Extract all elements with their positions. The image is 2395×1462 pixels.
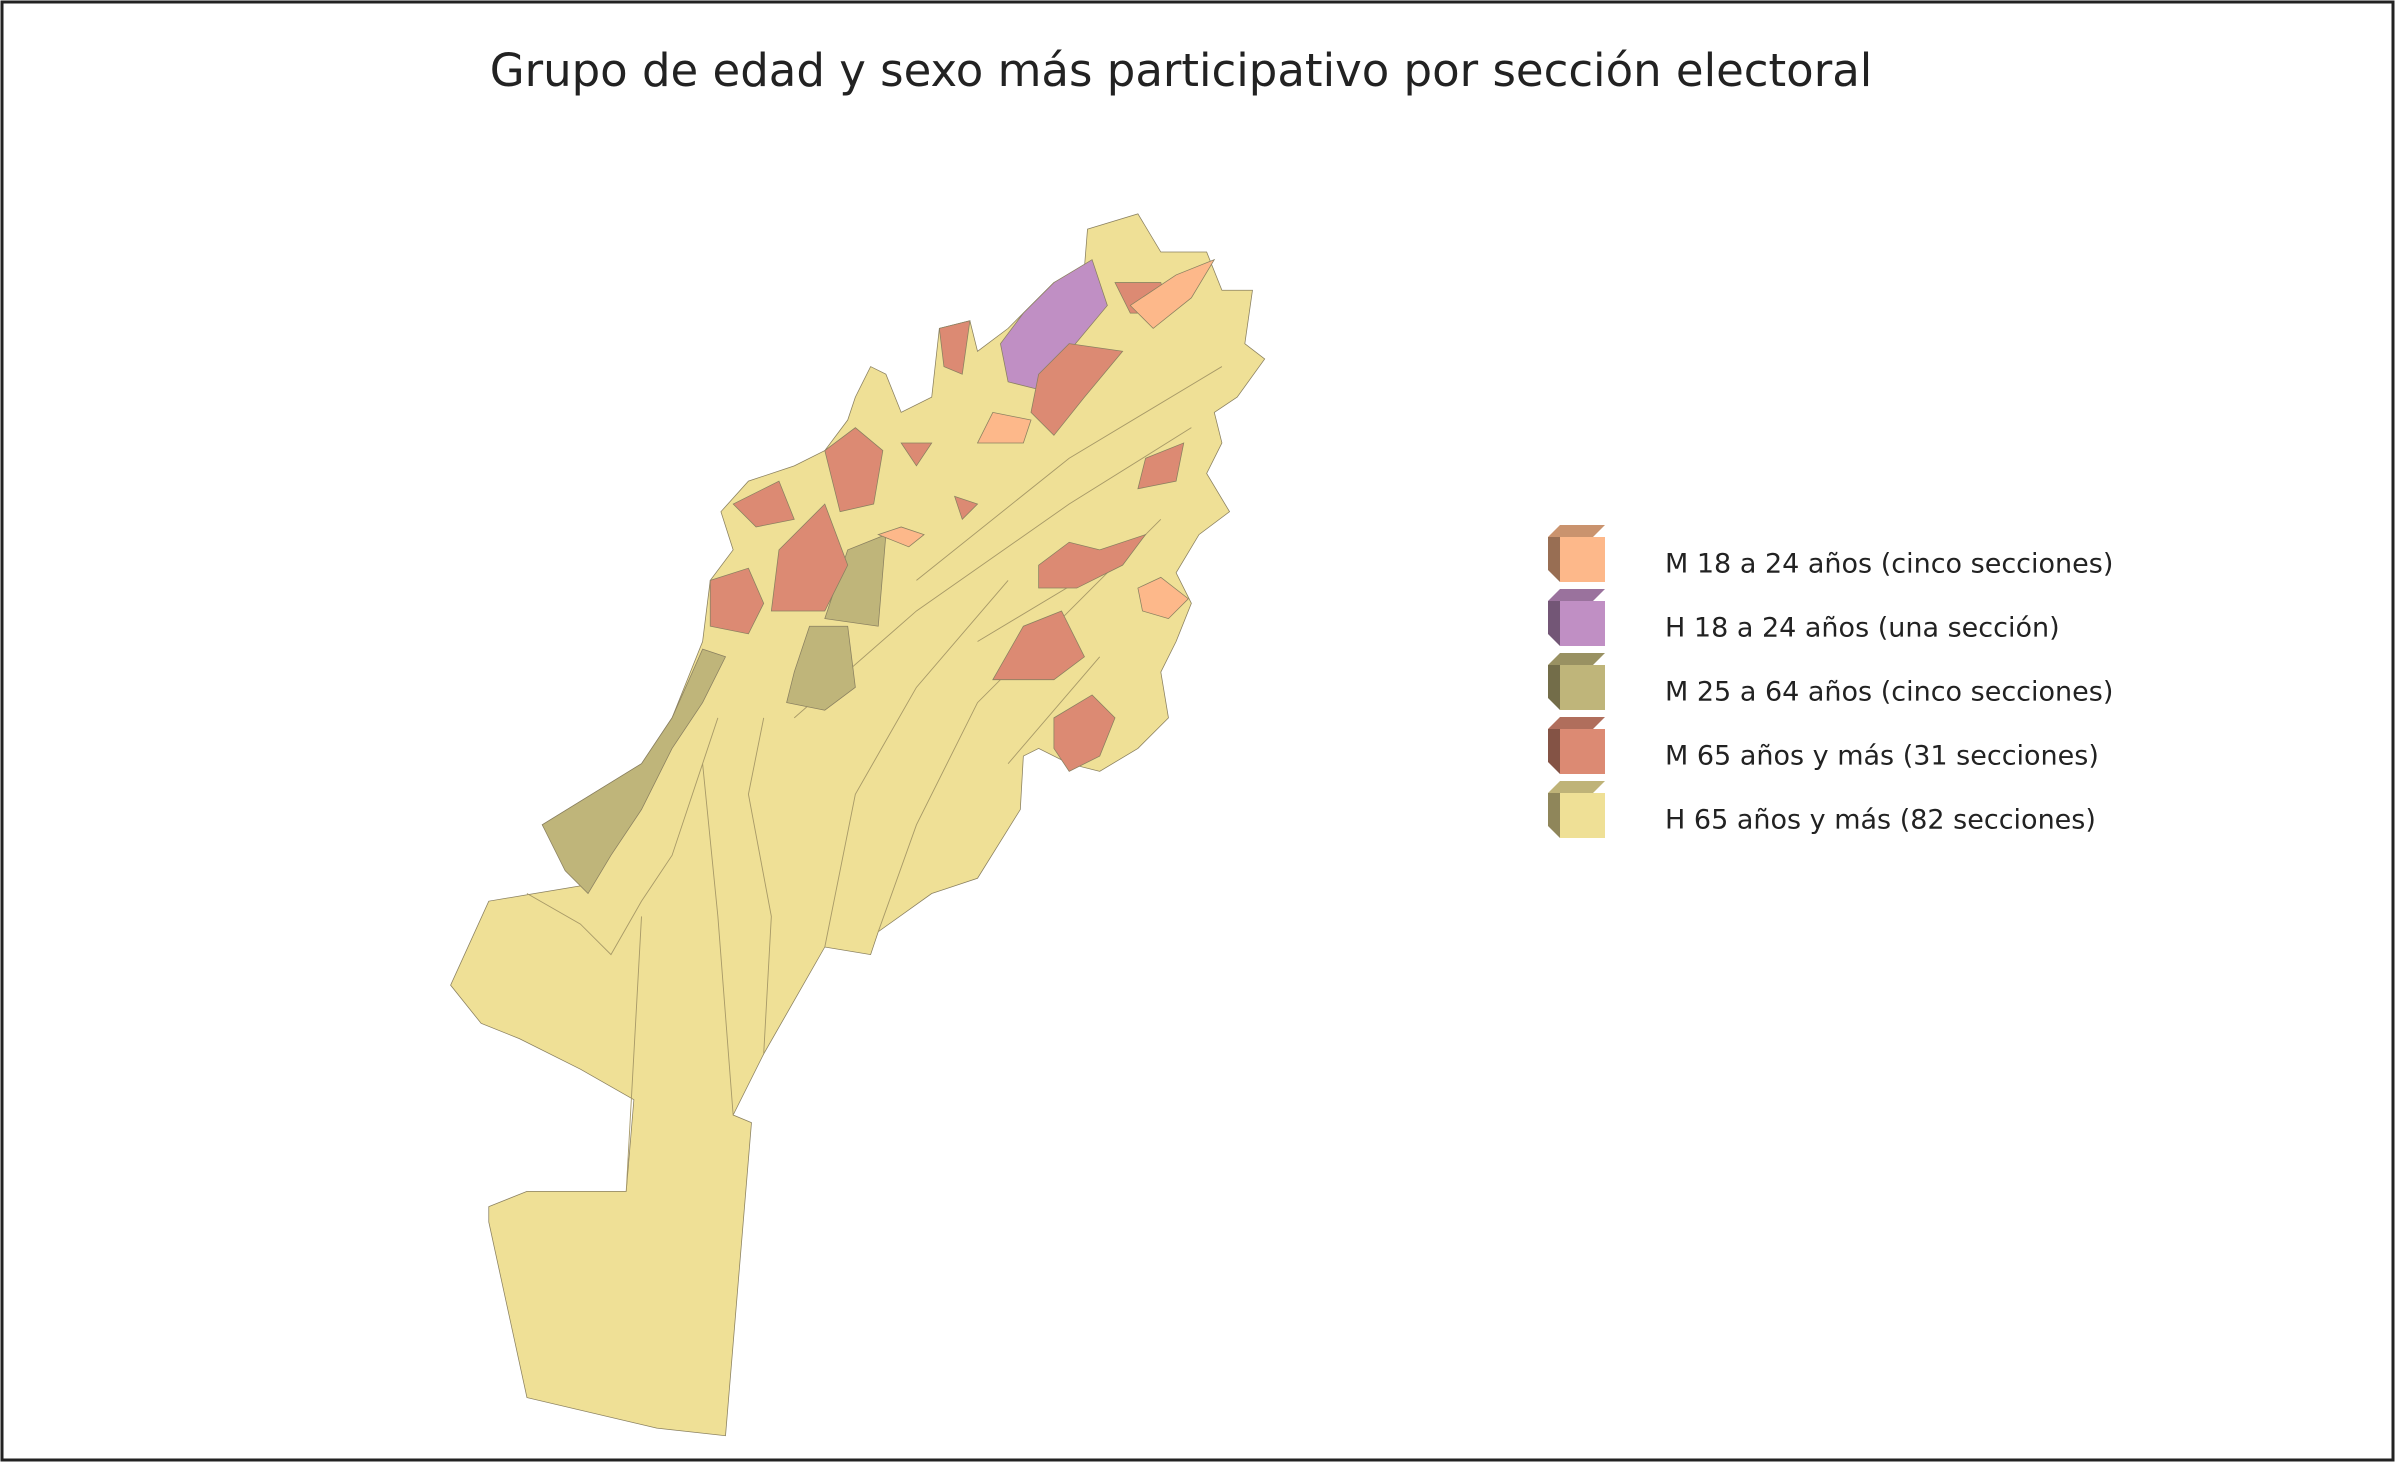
legend-swatch-side [1548, 601, 1560, 646]
map-title: Grupo de edad y sexo más participativo p… [490, 44, 1873, 97]
legend-swatch [1560, 729, 1605, 774]
region [786, 625, 856, 711]
section-borders [526, 366, 1223, 1192]
legend-swatch-side [1548, 793, 1560, 838]
region [824, 427, 884, 513]
region [954, 495, 979, 521]
legend-swatch-side [1548, 665, 1560, 710]
legend-label: H 18 a 24 años (una sección) [1665, 613, 2060, 644]
region [877, 526, 925, 548]
region [938, 320, 971, 375]
legend-swatch [1560, 537, 1605, 582]
region [992, 610, 1085, 681]
legend-label: H 65 años y más (82 secciones) [1665, 805, 2096, 836]
legend-label: M 18 a 24 años (cinco secciones) [1665, 549, 2113, 580]
region [1129, 258, 1216, 329]
region [541, 648, 727, 895]
region [1030, 343, 1124, 436]
map-area [450, 213, 1266, 1437]
region-base [450, 213, 1266, 1437]
region [732, 480, 795, 528]
legend: M 18 a 24 años (cinco secciones) H 18 a 2… [1548, 525, 2113, 838]
legend-label: M 25 a 64 años (cinco secciones) [1665, 677, 2113, 708]
region [1137, 442, 1185, 490]
legend-swatch-side [1548, 729, 1560, 774]
legend-swatch-top [1548, 781, 1605, 793]
legend-swatch [1560, 601, 1605, 646]
region [1053, 694, 1116, 772]
legend-swatch-top [1548, 589, 1605, 601]
legend-swatch [1560, 665, 1605, 710]
legend-swatch-top [1548, 653, 1605, 665]
legend-swatch [1560, 793, 1605, 838]
legend-swatch-top [1548, 525, 1605, 537]
region [709, 567, 765, 635]
region [1038, 533, 1147, 589]
region [900, 442, 933, 467]
region [1137, 576, 1189, 620]
region [770, 503, 849, 612]
legend-label: M 65 años y más (31 secciones) [1665, 741, 2099, 772]
legend-swatch-side [1548, 537, 1560, 582]
legend-swatch-top [1548, 717, 1605, 729]
region [976, 411, 1032, 444]
